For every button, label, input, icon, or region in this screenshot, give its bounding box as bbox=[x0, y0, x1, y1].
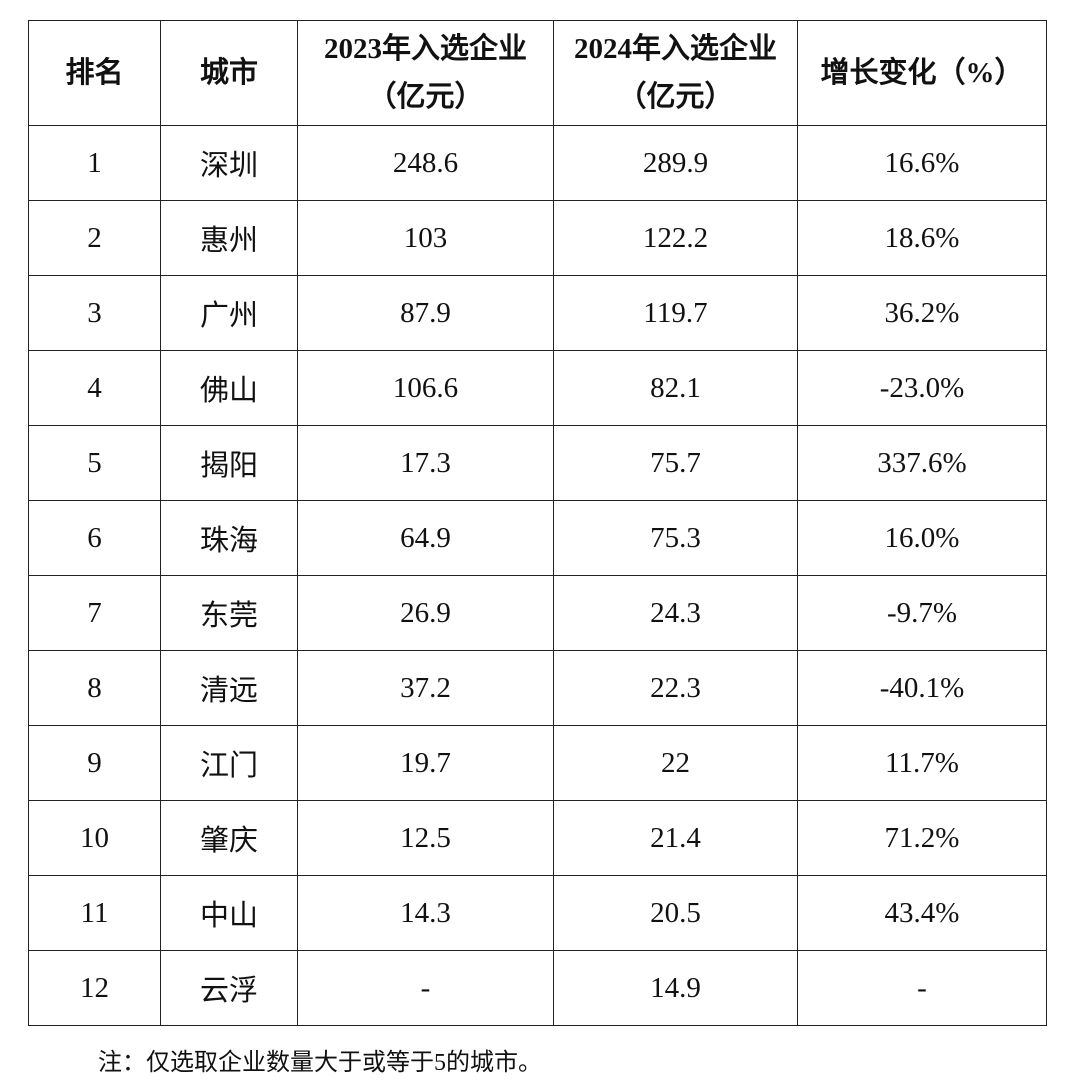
table-cell: 3 bbox=[28, 275, 161, 351]
table-cell: 106.6 bbox=[297, 350, 554, 426]
table-cell: 14.9 bbox=[553, 950, 798, 1026]
table-cell: 122.2 bbox=[553, 200, 798, 276]
table-cell: 12.5 bbox=[297, 800, 554, 876]
table-cell: 37.2 bbox=[297, 650, 554, 726]
table-body: 1 深圳 248.6 289.9 16.6% 2 惠州 103 122.2 18.6% 3 广州 87.… bbox=[28, 125, 1047, 1026]
table-cell: 深圳 bbox=[160, 125, 298, 201]
table-cell: 103 bbox=[297, 200, 554, 276]
table-row: 4 佛山 106.6 82.1 -23.0% bbox=[28, 350, 1047, 426]
table-cell: 8 bbox=[28, 650, 161, 726]
table-cell: 64.9 bbox=[297, 500, 554, 576]
header-cell: 城市 bbox=[160, 20, 298, 126]
table-cell: 2 bbox=[28, 200, 161, 276]
table-cell: -23.0% bbox=[797, 350, 1047, 426]
table-row: 10 肇庆 12.5 21.4 71.2% bbox=[28, 800, 1047, 876]
table-cell: 9 bbox=[28, 725, 161, 801]
table-cell: 75.3 bbox=[553, 500, 798, 576]
table-cell: - bbox=[797, 950, 1047, 1026]
table-cell: -9.7% bbox=[797, 575, 1047, 651]
header-cell: 增长变化（%） bbox=[797, 20, 1047, 126]
table-cell: 云浮 bbox=[160, 950, 298, 1026]
table-cell: 东莞 bbox=[160, 575, 298, 651]
table-cell: 惠州 bbox=[160, 200, 298, 276]
table-row: 1 深圳 248.6 289.9 16.6% bbox=[28, 125, 1047, 201]
table-cell: 江门 bbox=[160, 725, 298, 801]
header-cell: 2024年入选企业（亿元） bbox=[553, 20, 798, 126]
table-cell: 12 bbox=[28, 950, 161, 1026]
table-cell: 揭阳 bbox=[160, 425, 298, 501]
table-cell: 75.7 bbox=[553, 425, 798, 501]
table-cell: 22 bbox=[553, 725, 798, 801]
table-row: 8 清远 37.2 22.3 -40.1% bbox=[28, 650, 1047, 726]
table-cell: 337.6% bbox=[797, 425, 1047, 501]
table-cell: 18.6% bbox=[797, 200, 1047, 276]
table-cell: 24.3 bbox=[553, 575, 798, 651]
header-row: 排名 城市 2023年入选企业（亿元） 2024年入选企业（亿元） 增长变化（%） bbox=[28, 20, 1047, 126]
table-row: 3 广州 87.9 119.7 36.2% bbox=[28, 275, 1047, 351]
table-cell: 14.3 bbox=[297, 875, 554, 951]
table-cell: 5 bbox=[28, 425, 161, 501]
table-cell: 肇庆 bbox=[160, 800, 298, 876]
table-cell: 19.7 bbox=[297, 725, 554, 801]
table-row: 12 云浮 -14.9- bbox=[28, 950, 1047, 1026]
table-cell: 11 bbox=[28, 875, 161, 951]
table-cell: 11.7% bbox=[797, 725, 1047, 801]
table-cell: 7 bbox=[28, 575, 161, 651]
table-cell: 36.2% bbox=[797, 275, 1047, 351]
table-cell: 广州 bbox=[160, 275, 298, 351]
table-cell: 26.9 bbox=[297, 575, 554, 651]
table-row: 7 东莞 26.9 24.3 -9.7% bbox=[28, 575, 1047, 651]
footnote: 注：仅选取企业数量大于或等于5的城市。 bbox=[98, 1050, 542, 1076]
table-cell: 16.6% bbox=[797, 125, 1047, 201]
table-cell: 119.7 bbox=[553, 275, 798, 351]
table-cell: 4 bbox=[28, 350, 161, 426]
table-cell: 21.4 bbox=[553, 800, 798, 876]
table-cell: 87.9 bbox=[297, 275, 554, 351]
table-cell: 珠海 bbox=[160, 500, 298, 576]
table-cell: 248.6 bbox=[297, 125, 554, 201]
header-cell: 2023年入选企业（亿元） bbox=[297, 20, 554, 126]
table-cell: 清远 bbox=[160, 650, 298, 726]
table-row: 6 珠海 64.9 75.3 16.0% bbox=[28, 500, 1047, 576]
table-cell: 82.1 bbox=[553, 350, 798, 426]
table-row: 5 揭阳 17.3 75.7 337.6% bbox=[28, 425, 1047, 501]
table-row: 9 江门 19.7 22 11.7% bbox=[28, 725, 1047, 801]
table-cell: 16.0% bbox=[797, 500, 1047, 576]
table-cell: 6 bbox=[28, 500, 161, 576]
table-cell: -40.1% bbox=[797, 650, 1047, 726]
table-cell: 17.3 bbox=[297, 425, 554, 501]
table-cell: 佛山 bbox=[160, 350, 298, 426]
table-row: 11 中山 14.3 20.5 43.4% bbox=[28, 875, 1047, 951]
table-cell: - bbox=[297, 950, 554, 1026]
table-cell: 10 bbox=[28, 800, 161, 876]
table-cell: 71.2% bbox=[797, 800, 1047, 876]
table-cell: 1 bbox=[28, 125, 161, 201]
table-cell: 中山 bbox=[160, 875, 298, 951]
table-row: 2 惠州 103 122.2 18.6% bbox=[28, 200, 1047, 276]
table-cell: 22.3 bbox=[553, 650, 798, 726]
header-cell: 排名 bbox=[28, 20, 161, 126]
table-cell: 43.4% bbox=[797, 875, 1047, 951]
table-cell: 20.5 bbox=[553, 875, 798, 951]
table-cell: 289.9 bbox=[553, 125, 798, 201]
